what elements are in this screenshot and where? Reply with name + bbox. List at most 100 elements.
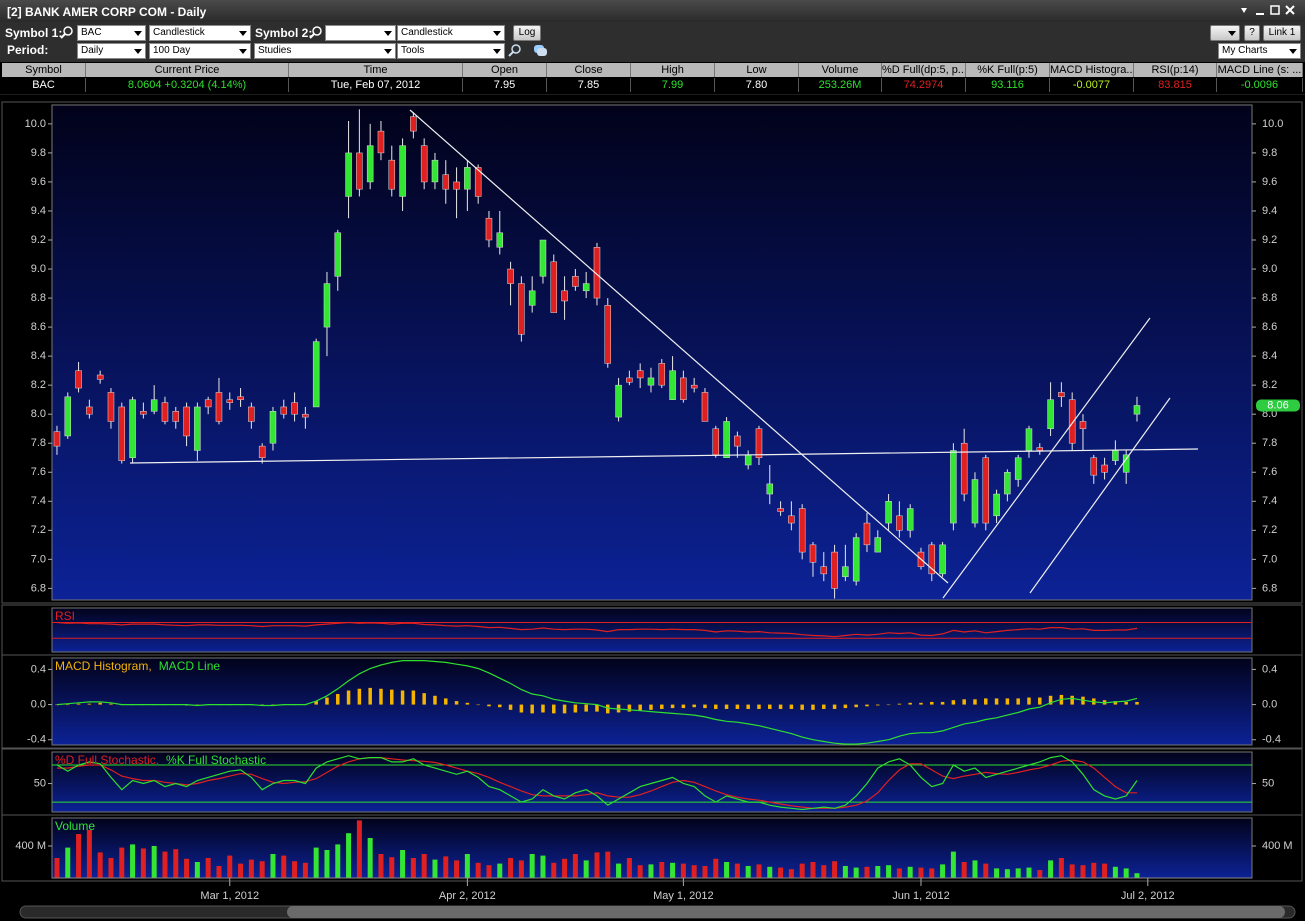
- search-icon[interactable]: [309, 25, 323, 39]
- symbol1-input[interactable]: BAC: [77, 25, 146, 41]
- candle-body: [86, 406, 93, 415]
- bar: [832, 861, 838, 878]
- bar: [670, 704, 675, 709]
- help-button[interactable]: ?: [1244, 25, 1260, 41]
- bar: [465, 702, 470, 705]
- bar: [691, 865, 697, 878]
- bar: [886, 704, 891, 706]
- bar: [356, 820, 362, 878]
- my-charts-select[interactable]: My Charts: [1218, 43, 1301, 59]
- candle-body: [215, 392, 223, 422]
- bar: [1005, 698, 1010, 705]
- bar: [907, 866, 913, 878]
- y-tick-label: 400 M: [1262, 840, 1293, 852]
- bar: [930, 701, 934, 705]
- y-tick-label: 8.6: [31, 321, 46, 333]
- bar: [162, 851, 168, 878]
- candle-body: [669, 370, 676, 400]
- y-tick-label: 9.0: [31, 263, 46, 275]
- bar: [983, 863, 989, 878]
- bar: [541, 704, 545, 713]
- bar: [1070, 695, 1074, 705]
- y-tick-label: -0.4: [1262, 734, 1281, 746]
- candle-body: [64, 396, 72, 437]
- bar: [336, 694, 340, 705]
- bar: [1048, 695, 1053, 705]
- trend-line: [129, 448, 1199, 464]
- column-header: Open: [463, 63, 547, 77]
- bar: [335, 844, 341, 878]
- trend-line: [409, 109, 949, 584]
- candle-body: [604, 305, 612, 364]
- quote-cell: 253.26M: [799, 78, 882, 92]
- tools-select[interactable]: Tools: [397, 43, 505, 59]
- bar: [486, 865, 492, 878]
- candle-body: [680, 377, 687, 400]
- bar: [302, 862, 308, 878]
- candle-body: [960, 442, 968, 495]
- trend-lines: [129, 109, 1199, 599]
- candle-body: [906, 508, 914, 531]
- candle-body: [777, 508, 784, 512]
- bar: [1027, 697, 1031, 705]
- column-header: High: [631, 63, 715, 77]
- bar: [411, 690, 416, 705]
- chart-type1-select[interactable]: Candlestick: [149, 25, 251, 41]
- bar: [108, 858, 114, 878]
- bar: [745, 866, 751, 878]
- bar: [734, 863, 740, 878]
- scrollbar-thumb[interactable]: [287, 906, 1285, 918]
- candle-body: [291, 402, 298, 415]
- bar: [562, 858, 568, 878]
- menu-button[interactable]: [1210, 25, 1240, 41]
- bar: [1080, 865, 1086, 878]
- bar: [799, 863, 805, 878]
- bar: [119, 847, 125, 878]
- window-controls[interactable]: [1239, 4, 1299, 18]
- bar: [379, 688, 383, 705]
- candle-body: [1133, 405, 1141, 415]
- indicator-line: [57, 757, 1137, 809]
- log-button[interactable]: Log: [513, 25, 541, 41]
- search-icon[interactable]: [60, 25, 74, 39]
- chart-type2-select[interactable]: Candlestick: [397, 25, 505, 41]
- bar: [660, 704, 664, 709]
- bar: [842, 866, 848, 878]
- candle-body: [1047, 399, 1054, 429]
- bar: [950, 851, 956, 878]
- column-header: Close: [547, 63, 631, 77]
- bar: [476, 704, 480, 706]
- bar: [432, 859, 438, 878]
- bar: [1112, 866, 1118, 878]
- candle-body: [874, 537, 882, 553]
- studies-select[interactable]: Studies: [254, 43, 396, 59]
- bar: [1134, 873, 1140, 878]
- y-tick-label: 400 M: [15, 840, 46, 852]
- bar: [551, 862, 557, 878]
- bar: [378, 854, 384, 878]
- candle-body: [53, 431, 61, 447]
- column-header: Current Price: [86, 63, 289, 77]
- bar: [659, 862, 665, 878]
- period-select[interactable]: Daily: [77, 43, 146, 59]
- bar: [703, 704, 707, 709]
- candle-body: [831, 551, 838, 589]
- y-tick-label: 50: [1262, 777, 1274, 789]
- bar: [767, 866, 773, 878]
- range-select[interactable]: 100 Day: [149, 43, 251, 59]
- bar: [810, 862, 816, 878]
- bar: [151, 846, 157, 878]
- symbol2-input[interactable]: [325, 25, 396, 41]
- bar: [1113, 701, 1118, 705]
- quote-cell: 7.95: [463, 78, 547, 92]
- zoom-icons[interactable]: [508, 43, 548, 57]
- bar: [498, 704, 502, 708]
- link-button[interactable]: Link 1: [1263, 25, 1301, 41]
- bar: [929, 868, 935, 878]
- bar: [389, 857, 395, 878]
- bar: [940, 701, 945, 705]
- x-tick-label: Jul 2, 2012: [1121, 890, 1175, 902]
- candle-body: [863, 522, 871, 546]
- bar: [1102, 863, 1108, 878]
- bar: [444, 698, 448, 705]
